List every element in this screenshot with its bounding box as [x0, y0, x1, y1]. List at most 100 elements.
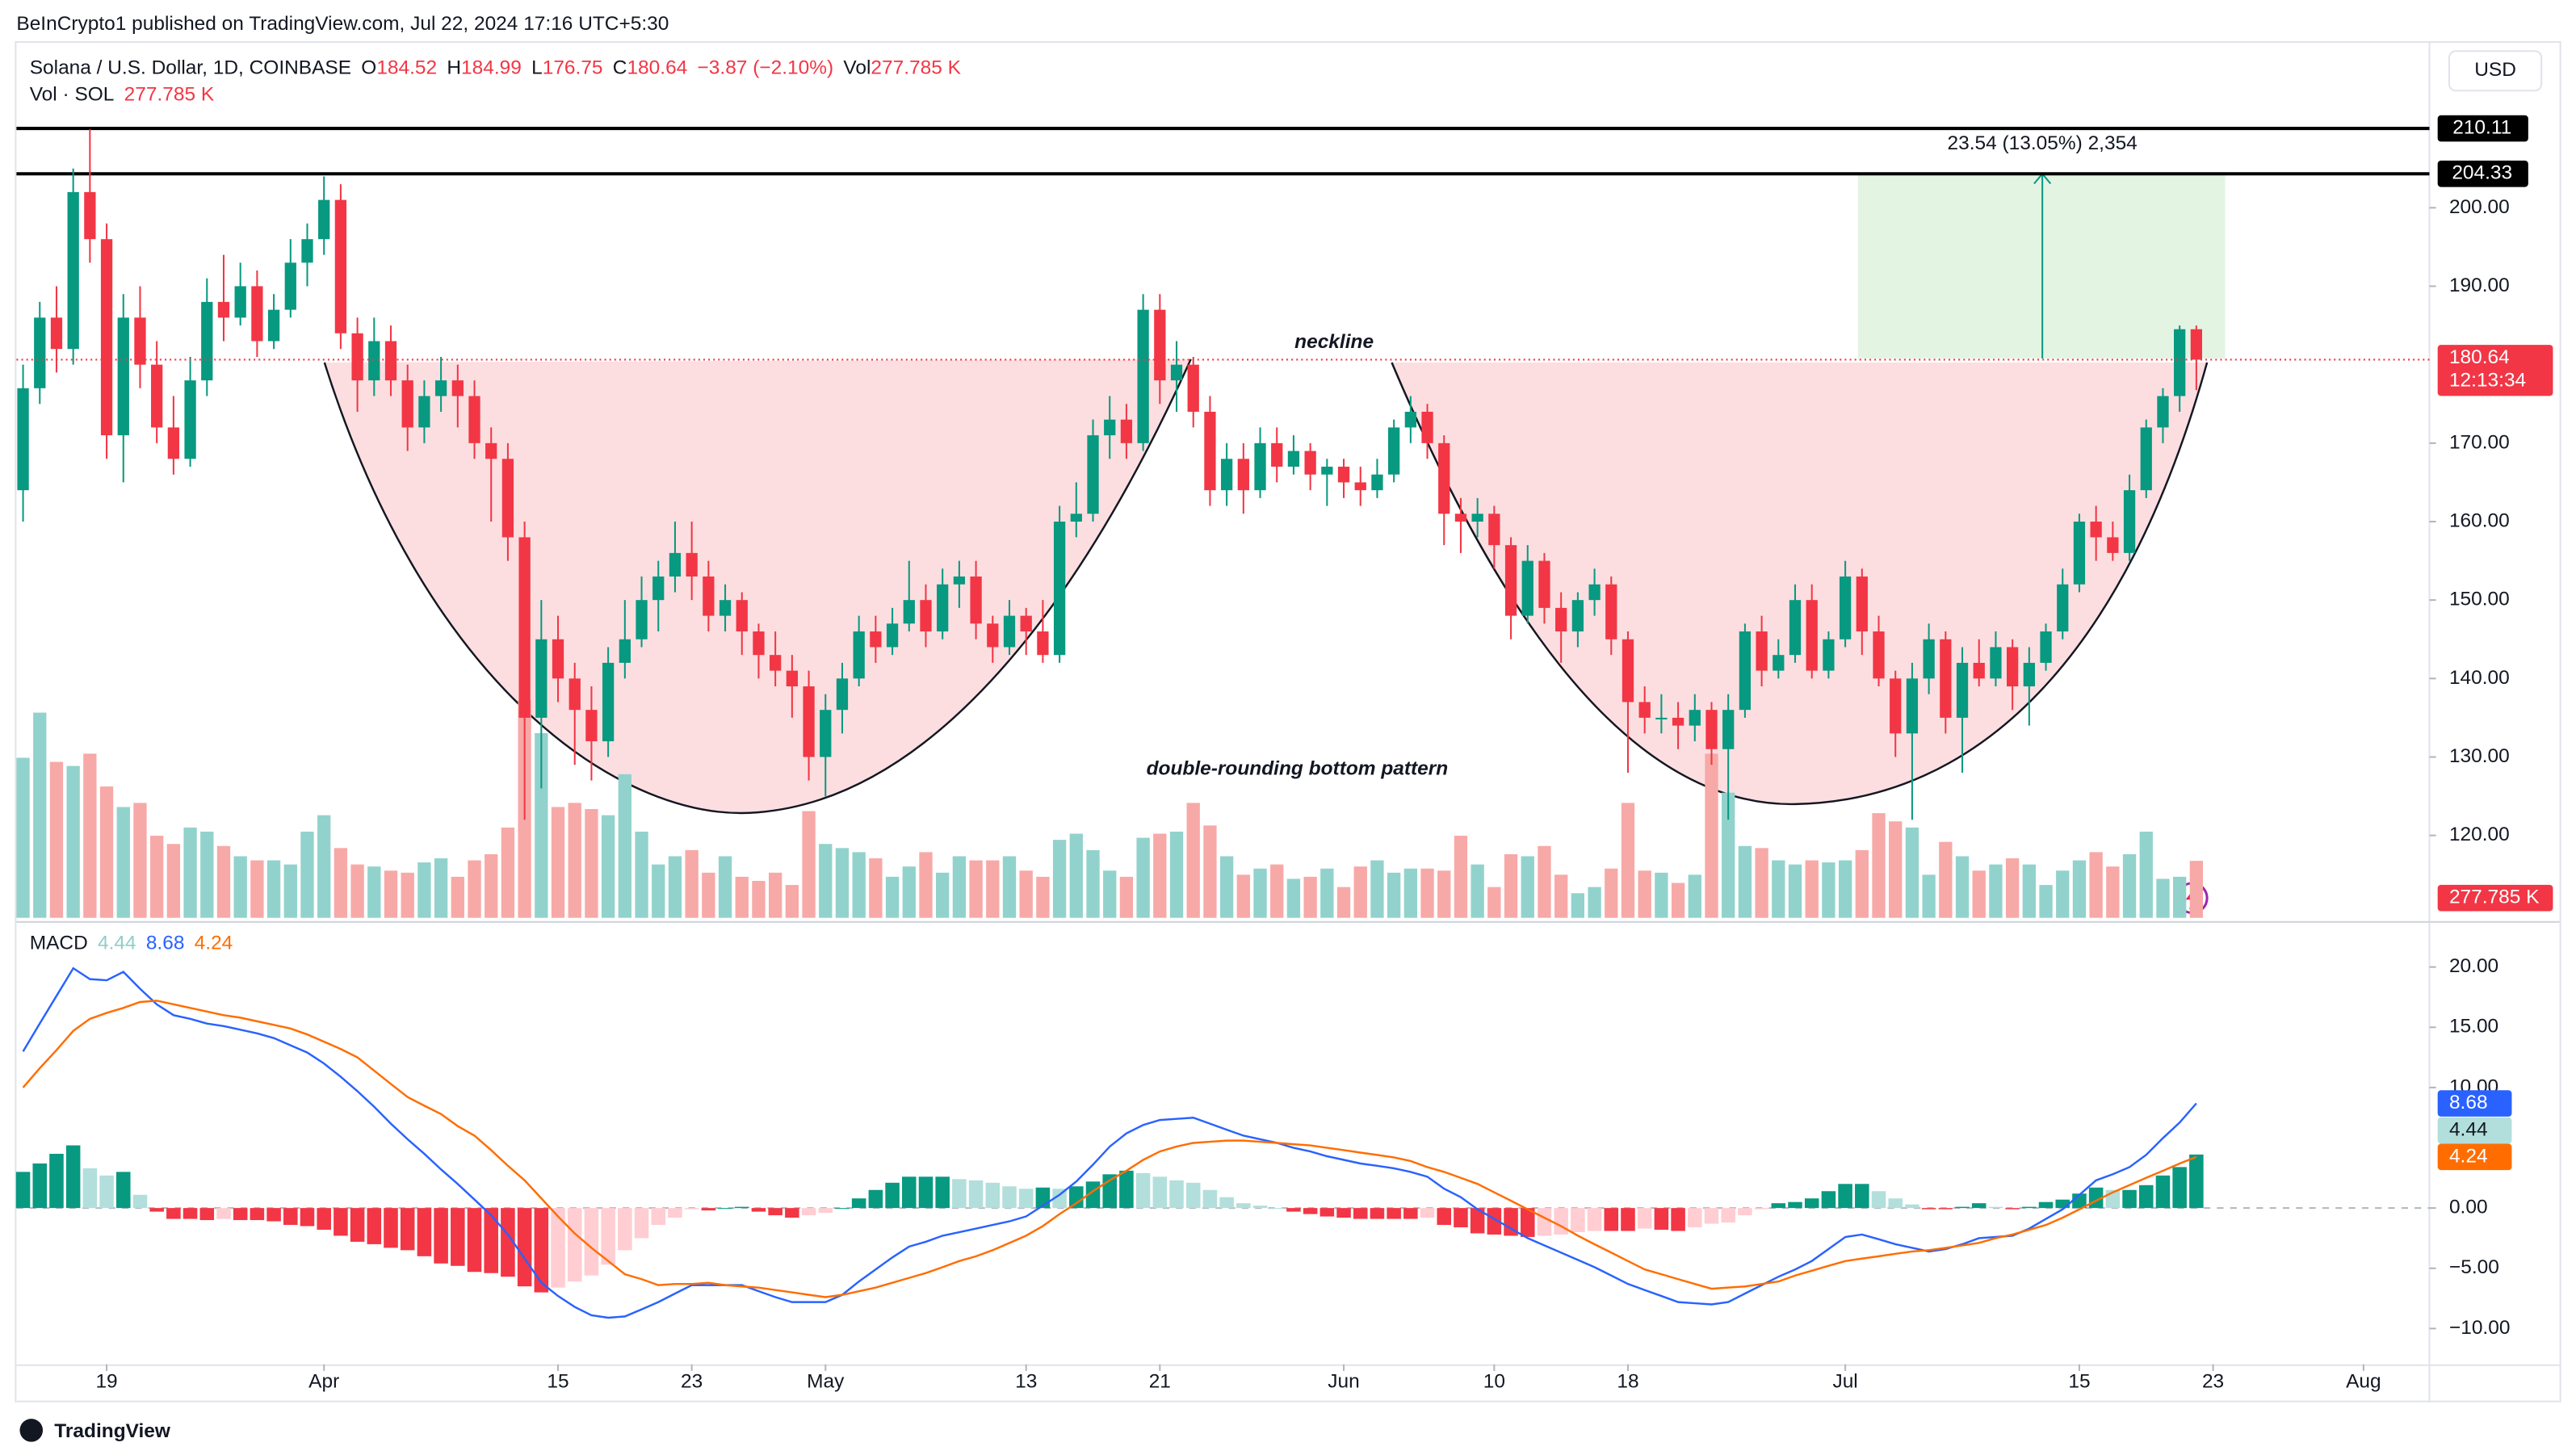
- candle-body: [1806, 600, 1818, 671]
- vol-prefix: Vol: [843, 57, 871, 79]
- x-tick-label: 10: [1483, 1371, 1505, 1393]
- candle-body: [2123, 490, 2136, 553]
- candle-body: [1555, 607, 1567, 632]
- volume-bar: [300, 831, 314, 918]
- candle-body: [134, 317, 146, 365]
- change: −3.87 (−2.10%): [698, 57, 834, 79]
- candle-body: [568, 678, 581, 711]
- macd-histogram-bar: [65, 1145, 81, 1209]
- macd-histogram-bar: [1353, 1208, 1368, 1219]
- candle-body: [753, 631, 765, 656]
- volume-bar: [1554, 874, 1568, 918]
- candle-body: [1655, 717, 1668, 719]
- macd-histogram-bar: [1888, 1198, 1903, 1209]
- volume-bar: [1036, 876, 1050, 918]
- volume-bar: [485, 853, 498, 918]
- volume-bar: [1086, 849, 1100, 918]
- volume-value: 277.785 K: [124, 84, 215, 106]
- volume-bar: [367, 866, 381, 918]
- candle-body: [1873, 631, 1885, 679]
- macd-histogram-bar: [851, 1198, 866, 1209]
- x-tick-label: 13: [1015, 1371, 1037, 1393]
- macd-histogram-bar: [902, 1176, 917, 1209]
- macd-histogram-bar: [2038, 1201, 2054, 1209]
- macd-histogram-bar: [384, 1208, 398, 1248]
- macd-histogram-bar: [952, 1179, 967, 1209]
- x-tick-label: Jul: [1832, 1371, 1857, 1393]
- ohlc-letter: C: [613, 57, 627, 79]
- candle-body: [703, 577, 715, 616]
- macd-histogram-bar: [2122, 1189, 2137, 1209]
- macd-histogram-bar: [1336, 1208, 1351, 1218]
- macd-histogram-bar: [1420, 1208, 1435, 1218]
- volume-bar: [919, 852, 933, 918]
- volume-bar: [852, 852, 866, 918]
- candle-body: [1739, 631, 1752, 711]
- annotation: double-rounding bottom pattern: [1147, 758, 1449, 780]
- volume-bar: [401, 872, 414, 918]
- macd-histogram-bar: [2189, 1154, 2204, 1209]
- volume-bar: [1069, 833, 1083, 918]
- macd-histogram-bar: [233, 1208, 248, 1221]
- candle-body: [1622, 639, 1634, 702]
- level-tag: [2437, 160, 2528, 187]
- y-tick-label: 170.00: [2449, 431, 2510, 453]
- volume-bar: [1353, 866, 1367, 918]
- candle-body: [1471, 514, 1483, 522]
- macd-histogram-bar: [1303, 1208, 1318, 1214]
- macd-histogram-bar: [484, 1208, 498, 1273]
- volume-bar: [33, 712, 47, 918]
- volume-bar: [735, 876, 749, 918]
- macd-histogram-bar: [1554, 1208, 1568, 1235]
- macd-histogram-bar: [1052, 1189, 1067, 1209]
- candle-body: [853, 631, 865, 679]
- candle-body: [1689, 710, 1701, 726]
- macd-value: 8.68: [146, 933, 185, 954]
- volume-bar: [1838, 860, 1852, 918]
- macd-tag: [2437, 1090, 2512, 1117]
- macd-histogram-bar: [1704, 1208, 1719, 1224]
- volume-bar: [1655, 872, 1668, 918]
- candle-body: [1521, 560, 1533, 616]
- macd-y-tick-label: 20.00: [2449, 955, 2498, 977]
- candle-body: [1923, 639, 1935, 679]
- volume-bar: [266, 860, 281, 918]
- candle-body: [2090, 521, 2102, 538]
- candle-body: [1940, 639, 1952, 718]
- volume-bar: [49, 761, 64, 918]
- macd-histogram-bar: [1454, 1208, 1468, 1228]
- macd-histogram-bar: [1504, 1208, 1518, 1236]
- macd-histogram-bar: [618, 1208, 632, 1251]
- volume-bar: [1705, 753, 1718, 918]
- volume-bar: [668, 856, 682, 918]
- macd-histogram-bar: [317, 1208, 331, 1231]
- currency-button[interactable]: [2448, 50, 2543, 92]
- x-tick-label: 23: [681, 1371, 703, 1393]
- candle-body: [836, 678, 849, 711]
- volume-bar: [885, 876, 900, 918]
- candle-body: [686, 552, 698, 577]
- macd-histogram-bar: [1286, 1208, 1301, 1212]
- macd-histogram-bar: [32, 1163, 48, 1209]
- candle-body: [987, 623, 999, 648]
- volume-tag: [2437, 884, 2553, 912]
- volume-bar: [1805, 860, 1819, 918]
- macd-histogram-bar: [1252, 1206, 1268, 1209]
- macd-histogram-bar: [501, 1208, 515, 1277]
- candle-body: [1003, 615, 1016, 648]
- volume-bar: [317, 815, 331, 918]
- candle-body: [2174, 329, 2186, 396]
- volume-bar: [2005, 858, 2020, 918]
- volume-bar: [1605, 868, 1618, 918]
- candle-body: [1304, 451, 1316, 475]
- candle-body: [1638, 702, 1651, 718]
- macd-histogram-bar: [1387, 1208, 1401, 1219]
- x-tick-label: 21: [1149, 1371, 1171, 1393]
- volume-bar: [969, 860, 983, 918]
- y-tick-label: 120.00: [2449, 824, 2510, 845]
- candle-body: [870, 631, 882, 648]
- volume-bar: [417, 862, 431, 918]
- macd-histogram-bar: [1219, 1197, 1234, 1209]
- currency[interactable]: USD: [2474, 59, 2516, 81]
